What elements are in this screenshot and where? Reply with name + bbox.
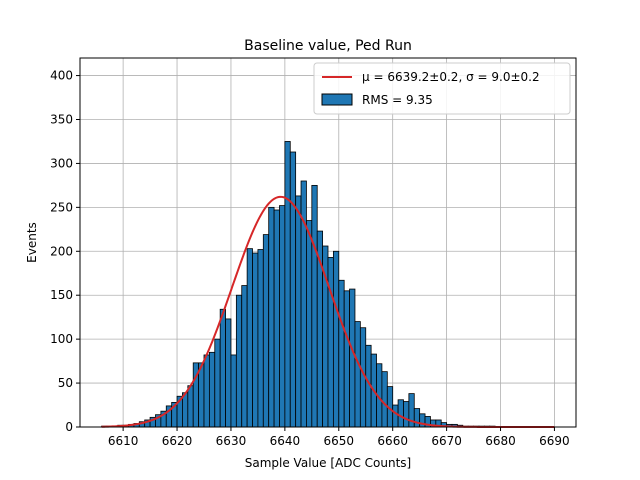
x-tick-label: 6620 [162,434,193,448]
x-tick-label: 6650 [324,434,355,448]
legend-rms-label: RMS = 9.35 [362,93,433,107]
histogram-bar [246,248,253,428]
histogram-bar [354,321,361,428]
histogram-bars [101,141,496,428]
y-tick-label: 200 [50,244,73,258]
histogram-bar [252,252,259,428]
x-axis-label: Sample Value [ADC Counts] [245,456,411,470]
histogram-bar [413,408,421,428]
axis-ticks: 6610 6620 6630 6640 6650 6660 6670 6680 6690 0 50 1… [50,69,570,448]
histogram-bar [203,354,210,428]
histogram-bar [311,184,318,428]
histogram-bar [397,399,404,428]
histogram-bar [262,234,270,428]
legend-fit-label: μ = 6639.2±0.2, σ = 9.0±0.2 [362,70,540,84]
axes-frame [79,57,577,428]
histogram-bar [306,220,313,428]
y-axis-label: Events [25,222,39,263]
chart-title: Baseline value, Ped Run [244,38,412,54]
histogram-bar [273,209,280,428]
histogram-bar [403,401,410,428]
histogram-bar [381,371,388,428]
y-tick-label: 400 [50,69,73,83]
histogram-bar [279,205,286,428]
y-tick-label: 300 [50,156,73,170]
histogram-bar [219,308,226,428]
histogram-bar [268,206,275,428]
x-tick-label: 6640 [270,434,301,448]
histogram-bar [349,288,356,428]
histogram-bar [235,294,243,428]
y-tick-label: 0 [65,420,73,434]
histogram-bar [198,362,205,428]
histogram-bar [182,392,189,428]
legend-box [313,62,571,115]
x-tick-label: 6670 [431,434,462,448]
histogram-bar [230,354,237,428]
y-tick-label: 250 [50,200,73,214]
histogram-bar [208,351,216,428]
x-tick-label: 6610 [108,434,139,448]
y-tick-label: 150 [50,288,73,302]
y-tick-label: 50 [58,376,73,390]
x-tick-label: 6630 [216,434,247,448]
histogram-bar [289,151,297,428]
histogram-bar [241,285,248,428]
y-tick-label: 100 [50,332,73,346]
histogram-bar [187,385,194,428]
histogram-bar [392,404,399,428]
histogram-bar [214,338,221,428]
histogram-bar [338,279,345,428]
histogram-bar [327,257,334,428]
histogram-bar [295,195,302,428]
histogram-bar [343,290,350,428]
x-tick-label: 6660 [377,434,408,448]
legend: μ = 6639.2±0.2, σ = 9.0±0.2 RMS = 9.35 [313,62,571,115]
histogram-bar [257,249,264,428]
histogram-bar [225,318,232,428]
y-tick-label: 350 [50,113,73,127]
x-tick-label: 6680 [485,434,516,448]
x-tick-label: 6690 [539,434,570,448]
histogram-bar [284,141,291,428]
legend-hist-swatch [321,93,353,106]
histogram-bar [332,250,340,428]
